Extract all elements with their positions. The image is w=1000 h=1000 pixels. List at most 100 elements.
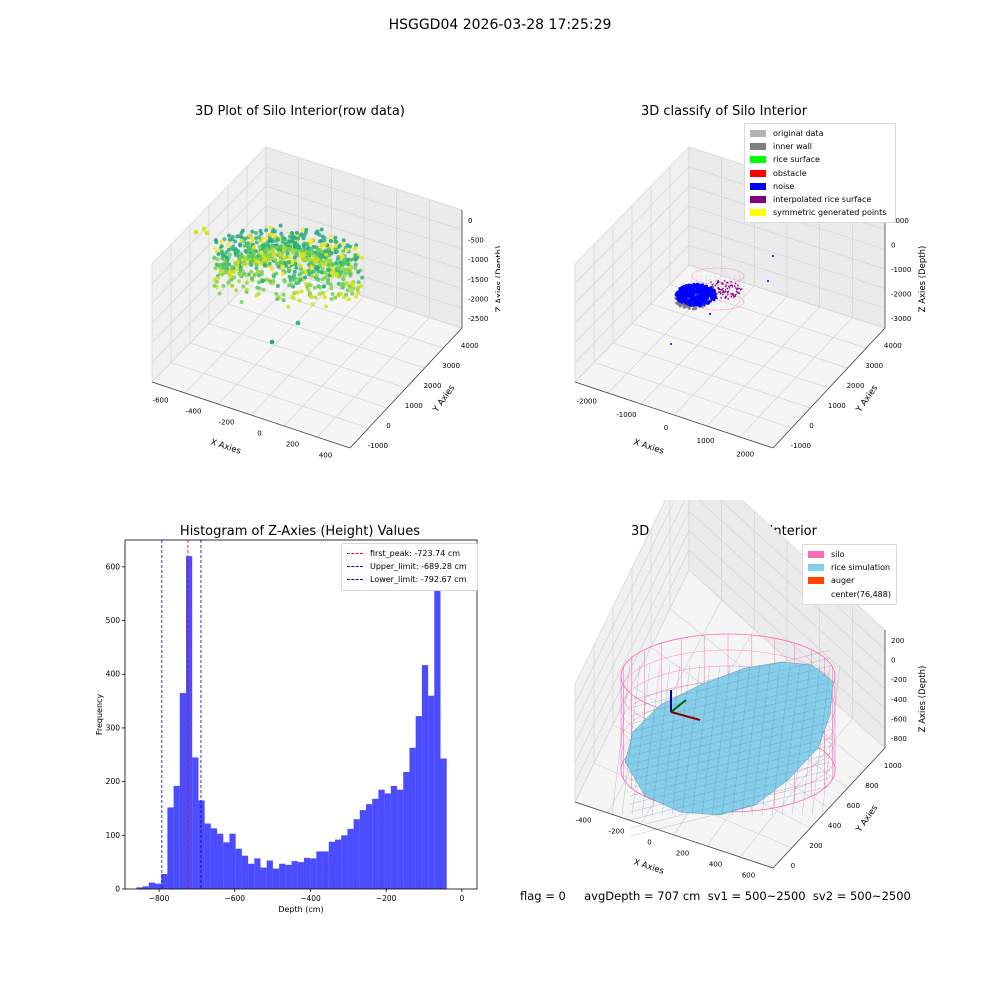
classify-legend-entry: original data [750,127,890,140]
classify-legend-entry: inner wall [750,140,890,153]
raw-point [319,254,324,259]
raw-x-tick-label: 0 [257,430,261,438]
histogram-bar [434,588,441,889]
classify-noise-point [706,297,709,300]
simulation-mesh-line [651,664,671,816]
raw-point [290,294,295,299]
histogram-y-tick-label: 500 [106,616,121,625]
classify-interpolated-point [710,281,712,283]
classify-y-tick-label: 3000 [865,362,883,370]
raw-point [217,291,222,296]
simulation-mesh-line [631,664,651,816]
raw-point [306,251,311,256]
raw-point [275,284,280,288]
classify-z-tick-label: -2000 [891,291,911,299]
raw-point [254,293,259,298]
classify-x-tick-label: -1000 [616,411,636,419]
simulation-x-tick-label: 600 [742,872,755,880]
simulation-legend-entry: rice simulation [808,561,891,574]
histogram-bar [167,807,174,889]
classify-legend-swatch [750,169,766,177]
classify-outlier-point [767,280,769,282]
raw-point [252,245,257,250]
raw-point [295,290,300,295]
histogram-y-tick-label: 400 [106,670,121,679]
simulation-legend-label: center(76,488) [831,589,891,599]
raw-point [346,297,351,302]
classify-legend: original data inner wall rice surface obsta… [744,123,896,224]
classify-noise-point [682,293,686,297]
classify-noise-point [691,290,695,294]
raw-point [306,269,311,273]
simulation-legend: silo rice simulation auger center(76,488) [802,544,897,605]
classify-noise-point [685,293,689,296]
classify-interpolated-point [735,288,738,291]
raw-point [356,290,361,295]
raw-point [223,264,228,269]
raw-point [294,265,299,270]
simulation-mesh-line [761,664,781,816]
histogram-bar [136,887,143,889]
histogram-bar [347,828,354,889]
raw-point [235,234,240,239]
raw-point [237,279,241,284]
classify-z-tick-label: -1000 [891,266,911,274]
classify-interpolated-point [732,294,734,297]
classify-interpolated-point [722,293,724,296]
simulation-grid-line [574,500,666,685]
histogram-bar [397,789,404,889]
raw-point [238,242,243,247]
raw-point [283,255,287,260]
classify-y-tick-label: 2000 [847,382,865,390]
raw-point [300,252,305,257]
simulation-mesh-line [731,664,751,816]
simulation-mesh-line [629,665,831,717]
simulation-mesh-line [629,649,831,701]
raw-point [308,240,313,245]
raw-point [310,302,315,307]
raw-point [254,236,258,241]
raw-point [246,245,251,250]
raw-x-tick-label: -200 [219,419,235,427]
raw-point [278,223,283,228]
classify-noise-point [710,297,714,300]
histogram-bar [328,841,335,889]
classify-legend-label: obstacle [773,168,807,178]
classify-legend-label: rice surface [773,155,820,165]
classify-y-axis-line [772,327,886,449]
raw-point [228,252,232,257]
raw-point [270,249,275,253]
raw-point [324,304,328,309]
raw-z-axis-label: Z Axies (Depth) [495,246,500,313]
simulation-mesh-line [641,664,661,816]
classify-plot-title: 3D classify of Silo Interior [640,104,808,119]
raw-point [321,284,326,289]
simulation-x-tick-label: -200 [609,828,625,836]
raw-point [313,260,318,265]
raw-point [227,271,232,276]
raw-point [284,264,289,268]
raw-point [335,257,340,262]
histogram-bar [366,804,373,889]
raw-point [290,231,294,235]
raw-point [336,267,341,271]
classify-wall-point [678,303,682,306]
raw-point [212,283,217,288]
raw-point [295,230,299,235]
raw-point [290,249,295,254]
raw-point [309,295,314,300]
raw-point [238,254,243,259]
classify-noise-point [701,289,705,293]
classify-legend-swatch [750,143,766,151]
raw-point [281,292,286,297]
raw-z-tick-label: -1000 [468,256,488,264]
histogram-bar [161,873,168,889]
simulation-mesh-line [751,664,771,816]
raw-y-tick-label: 0 [386,422,390,430]
classify-interpolated-point [725,284,727,287]
simulation-z-tick-label: 200 [891,637,904,645]
simulation-x-axis-label: X Axies [632,857,665,876]
classify-noise-point [702,303,706,306]
raw-point [213,266,218,271]
raw-point [344,292,349,297]
